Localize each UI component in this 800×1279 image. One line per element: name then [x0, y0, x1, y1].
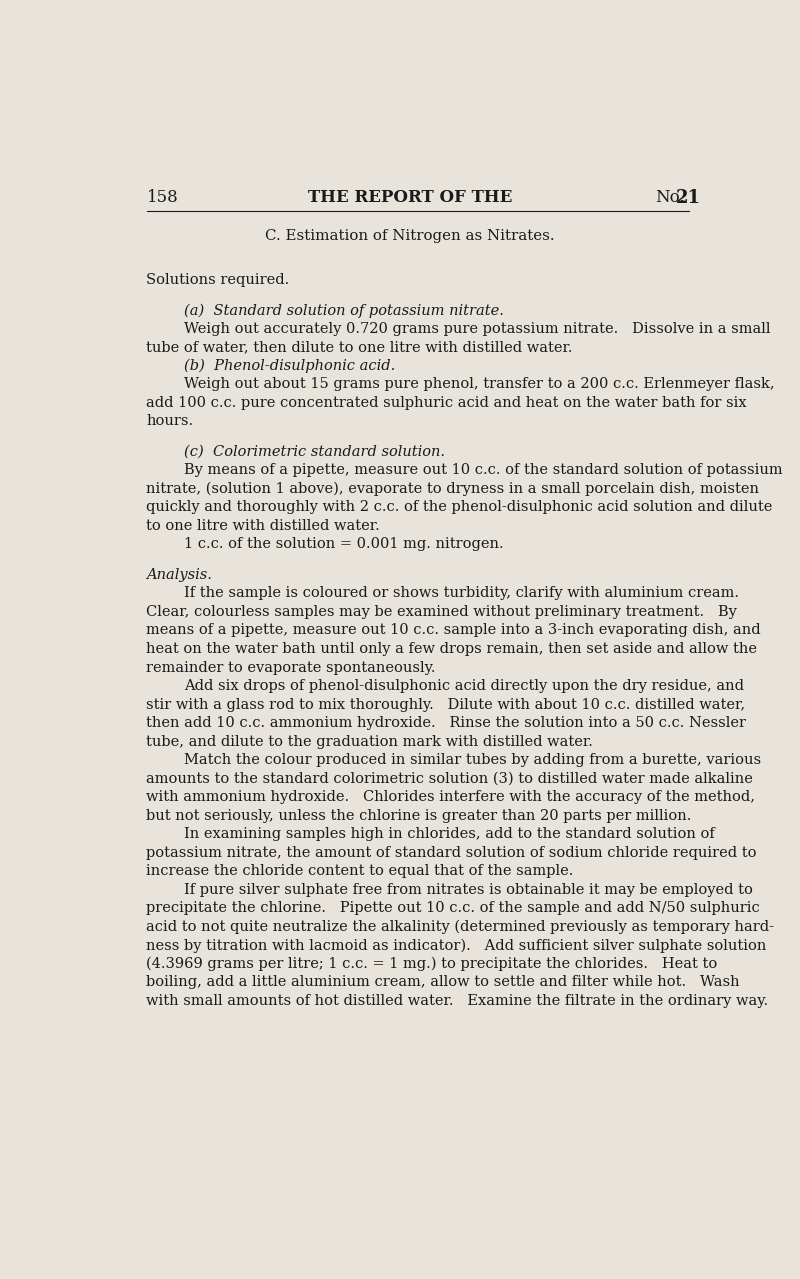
Text: (c)  Colorimetric standard solution.: (c) Colorimetric standard solution. — [184, 445, 445, 459]
Text: precipitate the chlorine.   Pipette out 10 c.c. of the sample and add N/50 sulph: precipitate the chlorine. Pipette out 10… — [146, 902, 760, 916]
Text: By means of a pipette, measure out 10 c.c. of the standard solution of potassium: By means of a pipette, measure out 10 c.… — [184, 463, 782, 477]
Text: tube of water, then dilute to one litre with distilled water.: tube of water, then dilute to one litre … — [146, 340, 573, 354]
Text: with ammonium hydroxide.   Chlorides interfere with the accuracy of the method,: with ammonium hydroxide. Chlorides inter… — [146, 790, 755, 804]
Text: acid to not quite neutralize the alkalinity (determined previously as temporary : acid to not quite neutralize the alkalin… — [146, 920, 774, 934]
Text: Weigh out accurately 0.720 grams pure potassium nitrate.   Dissolve in a small: Weigh out accurately 0.720 grams pure po… — [184, 322, 770, 335]
Text: Clear, colourless samples may be examined without preliminary treatment.   By: Clear, colourless samples may be examine… — [146, 605, 738, 619]
Text: means of a pipette, measure out 10 c.c. sample into a 3-inch evaporating dish, a: means of a pipette, measure out 10 c.c. … — [146, 623, 761, 637]
Text: THE REPORT OF THE: THE REPORT OF THE — [308, 189, 512, 206]
Text: to one litre with distilled water.: to one litre with distilled water. — [146, 519, 380, 533]
Text: tube, and dilute to the graduation mark with distilled water.: tube, and dilute to the graduation mark … — [146, 734, 594, 748]
Text: hours.: hours. — [146, 414, 194, 428]
Text: 21: 21 — [676, 189, 701, 207]
Text: In examining samples high in chlorides, add to the standard solution of: In examining samples high in chlorides, … — [184, 828, 714, 842]
Text: 1 c.c. of the solution = 0.001 mg. nitrogen.: 1 c.c. of the solution = 0.001 mg. nitro… — [184, 537, 503, 551]
Text: remainder to evaporate spontaneously.: remainder to evaporate spontaneously. — [146, 660, 436, 674]
Text: Solutions required.: Solutions required. — [146, 272, 290, 286]
Text: potassium nitrate, the amount of standard solution of sodium chloride required t: potassium nitrate, the amount of standar… — [146, 845, 757, 859]
Text: but not seriously, unless the chlorine is greater than 20 parts per million.: but not seriously, unless the chlorine i… — [146, 808, 692, 822]
Text: Weigh out about 15 grams pure phenol, transfer to a 200 c.c. Erlenmeyer flask,: Weigh out about 15 grams pure phenol, tr… — [184, 377, 774, 391]
Text: boiling, add a little aluminium cream, allow to settle and filter while hot.   W: boiling, add a little aluminium cream, a… — [146, 976, 740, 989]
Text: Analysis.: Analysis. — [146, 568, 212, 582]
Text: C. Estimation of Nitrogen as Nitrates.: C. Estimation of Nitrogen as Nitrates. — [265, 229, 555, 243]
Text: increase the chloride content to equal that of the sample.: increase the chloride content to equal t… — [146, 865, 574, 879]
Text: with small amounts of hot distilled water.   Examine the filtrate in the ordinar: with small amounts of hot distilled wate… — [146, 994, 769, 1008]
Text: nitrate, (solution 1 above), evaporate to dryness in a small porcelain dish, moi: nitrate, (solution 1 above), evaporate t… — [146, 482, 759, 496]
Text: add 100 c.c. pure concentrated sulphuric acid and heat on the water bath for six: add 100 c.c. pure concentrated sulphuric… — [146, 395, 747, 409]
Text: then add 10 c.c. ammonium hydroxide.   Rinse the solution into a 50 c.c. Nessler: then add 10 c.c. ammonium hydroxide. Rin… — [146, 716, 746, 730]
Text: ness by titration with lacmoid as indicator).   Add sufficient silver sulphate s: ness by titration with lacmoid as indica… — [146, 939, 767, 953]
Text: heat on the water bath until only a few drops remain, then set aside and allow t: heat on the water bath until only a few … — [146, 642, 758, 656]
Text: If the sample is coloured or shows turbidity, clarify with aluminium cream.: If the sample is coloured or shows turbi… — [184, 587, 738, 600]
Text: Add six drops of phenol-disulphonic acid directly upon the dry residue, and: Add six drops of phenol-disulphonic acid… — [184, 679, 744, 693]
Text: stir with a glass rod to mix thoroughly.   Dilute with about 10 c.c. distilled w: stir with a glass rod to mix thoroughly.… — [146, 697, 746, 711]
Text: amounts to the standard colorimetric solution (3) to distilled water made alkali: amounts to the standard colorimetric sol… — [146, 771, 754, 785]
Text: (4.3969 grams per litre; 1 c.c. = 1 mg.) to precipitate the chlorides.   Heat to: (4.3969 grams per litre; 1 c.c. = 1 mg.)… — [146, 957, 718, 971]
Text: No.: No. — [655, 189, 685, 206]
Text: quickly and thoroughly with 2 c.c. of the phenol-disulphonic acid solution and d: quickly and thoroughly with 2 c.c. of th… — [146, 500, 773, 514]
Text: 158: 158 — [146, 189, 178, 206]
Text: If pure silver sulphate free from nitrates is obtainable it may be employed to: If pure silver sulphate free from nitrat… — [184, 883, 753, 897]
Text: (a)  Standard solution of potassium nitrate.: (a) Standard solution of potassium nitra… — [184, 303, 503, 317]
Text: Match the colour produced in similar tubes by adding from a burette, various: Match the colour produced in similar tub… — [184, 753, 761, 767]
Text: (b)  Phenol-disulphonic acid.: (b) Phenol-disulphonic acid. — [184, 358, 395, 373]
